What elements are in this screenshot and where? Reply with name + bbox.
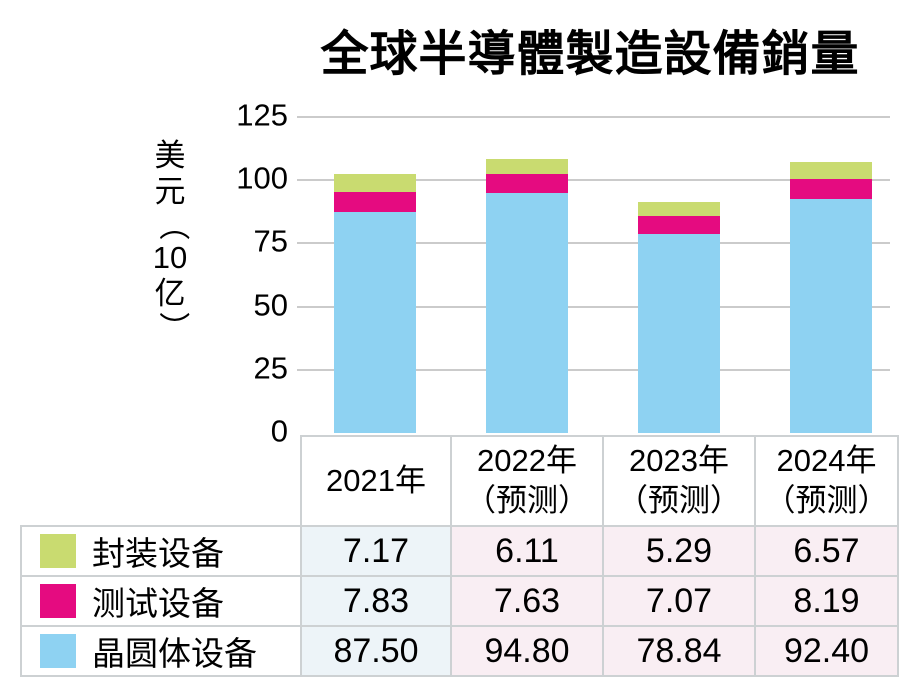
y-tick-label: 75	[253, 223, 288, 259]
y-axis-label-number: 10	[152, 240, 188, 275]
table-row-wafer: 晶圆体设备 87.50 94.80 78.84 92.40	[20, 625, 899, 677]
bar-segment	[638, 233, 720, 433]
column-header-2024: 2024年 （预测）	[754, 435, 899, 527]
table-value: 8.19	[754, 575, 899, 627]
column-header-2023: 2023年 （预测）	[602, 435, 756, 527]
y-tick-label: 100	[236, 160, 288, 196]
table-value: 7.07	[602, 575, 756, 627]
table-value: 94.80	[450, 625, 604, 677]
column-header-2022: 2022年 （预测）	[450, 435, 604, 527]
gridline	[297, 368, 890, 371]
legend-cell-testing: 测试设备	[20, 575, 302, 627]
bar-segment	[638, 202, 720, 216]
wafer-legend-swatch	[40, 634, 76, 668]
table-value: 92.40	[754, 625, 899, 677]
testing-legend-swatch	[40, 584, 76, 618]
gridline	[297, 116, 890, 118]
stacked-bar-2022年	[486, 158, 568, 433]
bar-segment	[334, 211, 416, 433]
close-paren: ）	[155, 311, 190, 343]
bar-segment	[790, 199, 872, 433]
legend-label: 晶圆体设备	[92, 635, 257, 672]
stacked-bar-2023年	[638, 202, 720, 433]
bar-segment	[486, 193, 568, 433]
table-value: 5.29	[602, 525, 756, 577]
data-table: 2021年 2022年 （预测） 2023年 （预测） 2024年 （预测） 封…	[20, 435, 899, 677]
y-tick-label: 25	[253, 350, 288, 386]
table-header-row: 2021年 2022年 （预测） 2023年 （预测） 2024年 （预测）	[21, 435, 899, 527]
y-tick-label: 0	[270, 413, 288, 449]
table-blank-corner	[21, 436, 301, 526]
y-tick-label: 125	[236, 97, 288, 133]
bar-segment	[790, 178, 872, 200]
gridline	[297, 242, 890, 245]
table-value: 78.84	[602, 625, 756, 677]
gridline	[297, 179, 890, 182]
bar-segment	[790, 162, 872, 179]
column-header-2021: 2021年	[300, 435, 452, 527]
bar-segment	[486, 174, 568, 194]
table-row-packaging: 封装设备 7.17 6.11 5.29 6.57	[20, 525, 899, 577]
bar-segment	[486, 158, 568, 175]
chart-title: 全球半導體製造設備銷量	[320, 28, 860, 81]
stacked-bar-2024年	[790, 162, 872, 433]
open-paren: （	[155, 209, 190, 241]
legend-cell-wafer: 晶圆体设备	[20, 625, 302, 677]
y-axis-label-char: 亿	[154, 276, 186, 311]
table-value: 6.11	[450, 525, 604, 577]
plot-area	[297, 95, 890, 433]
y-tick-label: 50	[253, 287, 288, 323]
stacked-bar-2021年	[334, 173, 416, 433]
y-axis-label: 美 元 （ 10 亿 ）	[142, 138, 198, 343]
bar-segment	[638, 215, 720, 234]
gridline	[297, 305, 890, 308]
legend-label: 封装设备	[92, 535, 224, 572]
table-row-testing: 测试设备 7.83 7.63 7.07 8.19	[20, 575, 899, 627]
bar-segment	[334, 173, 416, 193]
packaging-legend-swatch	[40, 534, 76, 568]
bar-segment	[334, 192, 416, 212]
table-value: 6.57	[754, 525, 899, 577]
table-value: 7.17	[300, 525, 452, 577]
y-axis-label-char: 美	[154, 138, 186, 173]
table-value: 7.63	[450, 575, 604, 627]
legend-label: 测试设备	[92, 585, 224, 622]
legend-cell-packaging: 封装设备	[20, 525, 302, 577]
table-value: 87.50	[300, 625, 452, 677]
table-value: 7.83	[300, 575, 452, 627]
y-axis-label-char: 元	[154, 174, 186, 209]
